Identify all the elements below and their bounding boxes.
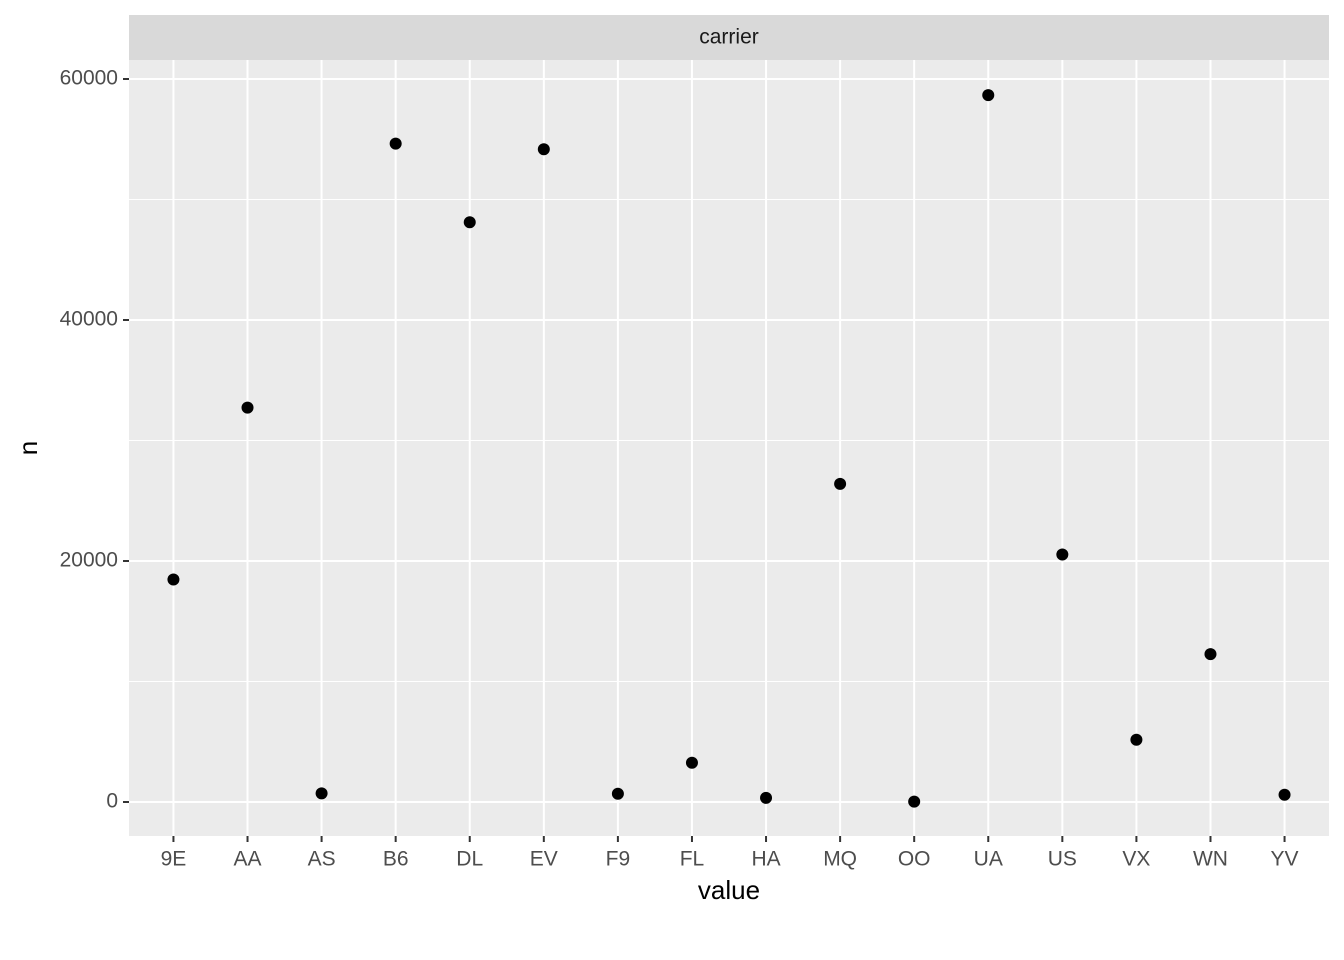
facet-strip bbox=[129, 15, 1329, 60]
point bbox=[463, 216, 476, 229]
x-tick-label: YV bbox=[1271, 848, 1299, 871]
x-tick-label: EV bbox=[530, 848, 558, 871]
point bbox=[760, 791, 773, 804]
x-tick-label: HA bbox=[751, 848, 780, 871]
x-axis-label: value bbox=[698, 875, 760, 905]
point bbox=[241, 401, 254, 414]
point bbox=[1204, 648, 1217, 661]
point bbox=[315, 787, 328, 800]
y-tick-label: 20000 bbox=[60, 549, 118, 572]
x-tick-label: UA bbox=[974, 848, 1003, 871]
x-tick-label: 9E bbox=[161, 848, 187, 871]
point bbox=[834, 477, 847, 490]
panel bbox=[129, 60, 1329, 836]
point bbox=[1278, 788, 1291, 801]
x-tick-label: F9 bbox=[606, 848, 631, 871]
y-axis-label: n bbox=[13, 441, 43, 455]
y-tick-label: 40000 bbox=[60, 308, 118, 331]
y-tick-label: 60000 bbox=[60, 67, 118, 90]
point bbox=[167, 573, 180, 586]
x-tick-label: AA bbox=[234, 848, 262, 871]
x-tick-label: FL bbox=[680, 848, 705, 871]
x-tick-label: OO bbox=[898, 848, 931, 871]
point bbox=[908, 795, 921, 808]
point bbox=[685, 756, 698, 769]
x-tick-label: AS bbox=[308, 848, 336, 871]
point bbox=[389, 137, 402, 150]
y-tick-label: 0 bbox=[106, 790, 118, 813]
facet-label: carrier bbox=[699, 26, 759, 49]
point bbox=[1056, 548, 1069, 561]
point bbox=[537, 143, 550, 156]
x-tick-label: DL bbox=[456, 848, 483, 871]
x-tick-label: B6 bbox=[383, 848, 409, 871]
point bbox=[982, 89, 995, 102]
x-tick-label: US bbox=[1048, 848, 1077, 871]
x-tick-label: VX bbox=[1122, 848, 1150, 871]
point bbox=[1130, 733, 1143, 746]
point bbox=[611, 787, 624, 800]
x-tick-label: MQ bbox=[823, 848, 857, 871]
x-tick-label: WN bbox=[1193, 848, 1228, 871]
